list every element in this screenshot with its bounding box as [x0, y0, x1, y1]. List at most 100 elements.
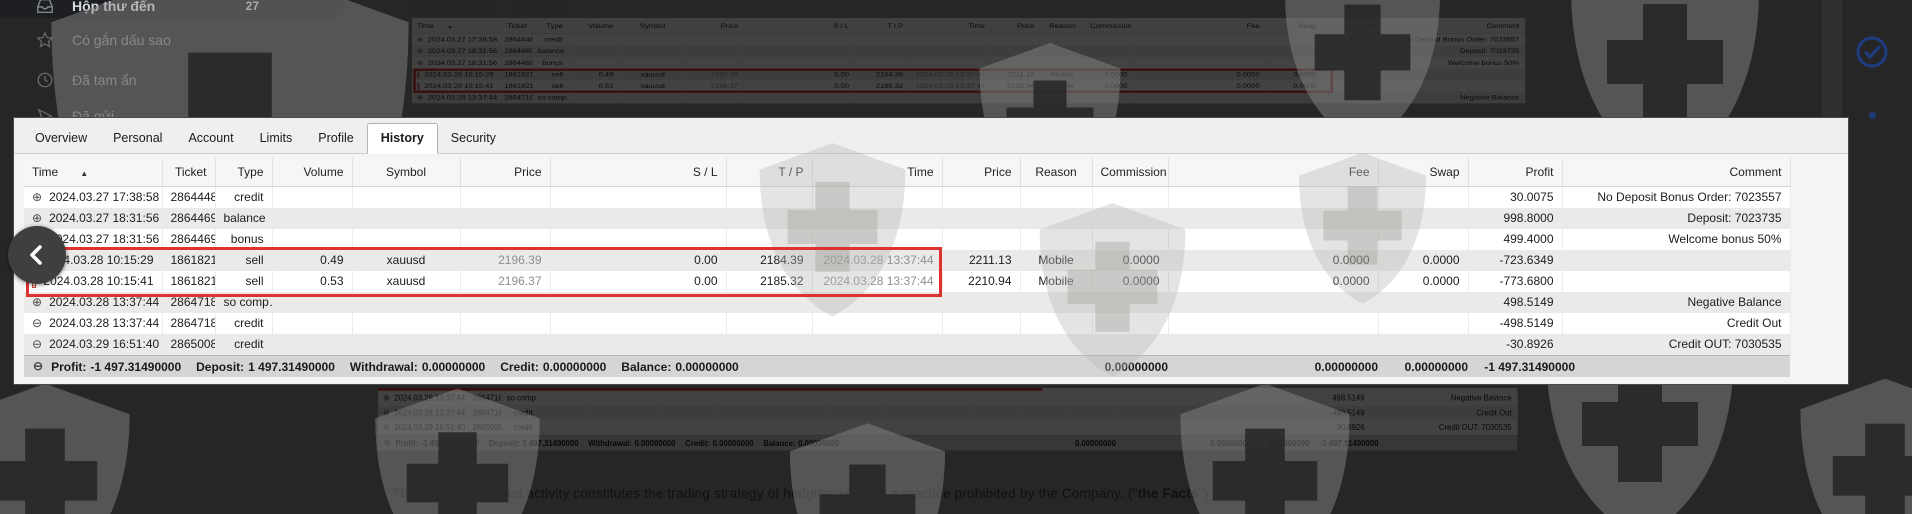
tab-personal[interactable]: Personal	[113, 131, 163, 145]
cell-profit: -30.8926	[1468, 334, 1563, 355]
dimmed-cell-ticket: 186182172	[498, 68, 533, 81]
tab-security[interactable]: Security	[450, 131, 496, 145]
dimmed-cell-fee	[1115, 405, 1252, 421]
col-header-time[interactable]: Time ▲	[24, 158, 163, 187]
cell-volume	[272, 208, 353, 229]
col-header-volume[interactable]: Volume	[272, 158, 353, 187]
col-header-reason[interactable]: Reason	[1020, 158, 1093, 187]
cell-commission	[1092, 208, 1169, 229]
dimmed-cell-symbol: xauusd	[618, 68, 687, 81]
cell-profit: 30.0075	[1468, 186, 1563, 208]
cell-tp	[726, 313, 813, 334]
dimmed-summary-commission: 0.00000000	[1074, 438, 1116, 449]
dimmed-cell-symbol	[618, 33, 687, 46]
col-header-symbol[interactable]: Symbol	[352, 158, 461, 187]
col-header-comment[interactable]: Comment	[1562, 158, 1791, 187]
col-header-price[interactable]: Price	[460, 158, 551, 187]
cell-symbol: xauusd	[352, 271, 461, 292]
dimmed-history-row: ⊕2024.03.27 18:31:56286446994bonus 499.40…	[412, 57, 1525, 69]
dimmed-col-header-sl: S / L	[743, 18, 855, 34]
dimmed-cell-reason	[1039, 33, 1086, 46]
sidebar-item-2[interactable]: Có gắn dấu sao	[0, 28, 345, 52]
tab-history[interactable]: History	[366, 123, 438, 154]
dimmed-cell-time: ⊖ 2024.03.29 16:51:40	[378, 420, 468, 435]
history-row[interactable]: ⊕2024.03.27 17:38:58286444846credit 30.00…	[24, 186, 1791, 208]
cell-time: ⊕ 2024.03.27 17:38:58	[24, 186, 163, 208]
dimmed-cell-comment: Welcome bonus 50%	[1380, 57, 1525, 69]
dimmed-cell-price	[686, 45, 744, 58]
cell-commission	[1092, 229, 1169, 250]
col-header-ticket[interactable]: Ticket	[162, 158, 216, 187]
history-row[interactable]: ⊖2024.03.29 16:51:40286500840credit -30.8…	[24, 334, 1791, 355]
dimmed-col-header-swap: Swap	[1265, 18, 1323, 34]
sidebar-item-label: Hộp thư đến	[72, 0, 156, 14]
summary-value: 0.00000000	[542, 359, 607, 374]
dimmed-cell-reason	[1020, 420, 1068, 435]
col-header-profit[interactable]: Profit	[1468, 158, 1563, 187]
clock-icon	[36, 71, 54, 89]
sidebar-item-3[interactable]: Đã tạm ẩn	[0, 68, 345, 92]
tab-limits[interactable]: Limits	[259, 131, 293, 145]
cell-price2	[942, 313, 1021, 334]
dimmed-col-header-comment: Comment	[1380, 18, 1525, 34]
dimmed-col-header-time2: Time	[908, 18, 991, 34]
cell-time2	[812, 208, 943, 229]
dimmed-summary-fee: 0.00000000	[1210, 438, 1252, 449]
dimmed-summary-row: ⊖ Profit: -1 497.31490000 Deposit: 1 497.314…	[378, 434, 1518, 451]
cell-price	[460, 292, 551, 313]
history-row[interactable]: ⊖2024.03.28 13:37:44286471816credit -498.…	[24, 313, 1791, 334]
tab-overview[interactable]: Overview	[35, 131, 88, 145]
cell-reason	[1020, 208, 1093, 229]
history-row[interactable]: ⊕2024.03.27 18:31:56286446993balance 998.…	[24, 208, 1791, 229]
sidebar-item-1[interactable]: Hộp thư đến 27	[0, 0, 345, 18]
dimmed-cell-commission	[1084, 33, 1134, 46]
col-header-commission[interactable]: Commission	[1092, 158, 1169, 187]
tab-account[interactable]: Account	[188, 131, 234, 145]
dimmed-history-row: ⊖2024.03.29 16:51:40286500840credit -30.8…	[378, 420, 1518, 435]
dimmed-history-row: ⊕2024.03.27 17:38:58286444846credit 30.00…	[412, 33, 1525, 46]
dimmed-cell-price2	[990, 33, 1040, 46]
dimmed-col-header-profit: Profit	[1321, 18, 1382, 34]
profile-tabbar: Overview Personal Account Limits Profile Hist…	[14, 118, 1848, 154]
col-header-price2[interactable]: Price	[942, 158, 1021, 187]
dimmed-cell-commission	[1066, 405, 1117, 421]
cell-profit: -723.6349	[1468, 250, 1563, 271]
dimmed-cell-comment: Deposit: 7023735	[1380, 45, 1525, 58]
history-row[interactable]: ⊕2024.03.28 13:37:44286471815so comp… 498…	[24, 292, 1791, 313]
dimmed-red-file-icon	[417, 71, 420, 78]
col-header-tp[interactable]: T / P	[726, 158, 813, 187]
col-header-fee[interactable]: Fee	[1168, 158, 1379, 187]
dimmed-cell-volume	[537, 405, 590, 421]
dimmed-summary-value: 1 497.31490000	[522, 438, 579, 448]
tab-profile[interactable]: Profile	[318, 131, 354, 145]
col-header-time2[interactable]: Time	[812, 158, 943, 187]
cell-volume: 0.53	[272, 271, 353, 292]
dimmed-cell-profit: 30.0075	[1321, 33, 1382, 46]
dimmed-summary-label: Deposit:	[489, 438, 520, 448]
dimmed-cell-time2	[908, 91, 991, 104]
dimmed-cell-fee: 0.0000	[1132, 68, 1266, 81]
cell-commission	[1092, 186, 1169, 208]
dimmed-cell-price2	[970, 405, 1021, 421]
cell-time: ⊖ 2024.03.28 13:37:44	[24, 313, 163, 334]
cell-fee	[1168, 292, 1379, 313]
cell-type: credit	[215, 186, 273, 208]
col-header-swap[interactable]: Swap	[1378, 158, 1469, 187]
dimmed-cell-type: credit	[501, 420, 539, 435]
col-header-sl[interactable]: S / L	[550, 158, 727, 187]
verified-check-icon[interactable]	[1854, 34, 1890, 75]
col-header-type[interactable]: Type	[215, 158, 273, 187]
dimmed-cell-volume	[568, 33, 619, 46]
dimmed-cell-commission: 0.0000	[1084, 68, 1134, 81]
dimmed-summary-label: Withdrawal:	[588, 438, 633, 448]
cell-price2: 2210.94	[942, 271, 1021, 292]
dimmed-cell-symbol	[589, 390, 660, 406]
cell-fee: 0.0000	[1168, 271, 1379, 292]
dimmed-cell-profit: 498.5149	[1321, 91, 1382, 104]
history-row[interactable]: 2024.03.28 10:15:41186182183sell0.53xauu…	[24, 271, 1791, 292]
dimmed-cell-ticket: 286446993	[498, 45, 533, 58]
back-chevron-button[interactable]	[8, 226, 66, 284]
dimmed-history-row: ⊖2024.03.28 13:37:44286471816credit -498.…	[378, 405, 1518, 421]
dimmed-col-header-reason: Reason	[1039, 18, 1086, 34]
dimmed-summary-value: -1 497.31490000	[420, 438, 480, 448]
